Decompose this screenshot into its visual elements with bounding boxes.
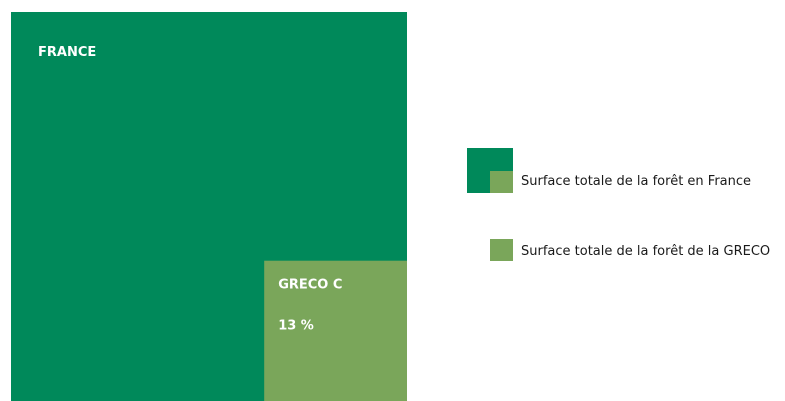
greco-area-rect — [264, 260, 407, 401]
legend-greco-label: Surface totale de la forêt de la GRECO — [521, 244, 770, 259]
legend-item-greco: Surface totale de la forêt de la GRECO — [490, 239, 770, 261]
france-label: FRANCE — [38, 45, 96, 60]
greco-share-label: 13 % — [278, 319, 314, 334]
legend-france-label: Surface totale de la forêt en France — [521, 174, 751, 189]
legend-france-inner-swatch — [490, 171, 513, 193]
legend-item-france: Surface totale de la forêt en France — [467, 148, 751, 193]
legend-greco-swatch — [490, 239, 513, 261]
greco-label: GRECO C — [278, 278, 342, 293]
